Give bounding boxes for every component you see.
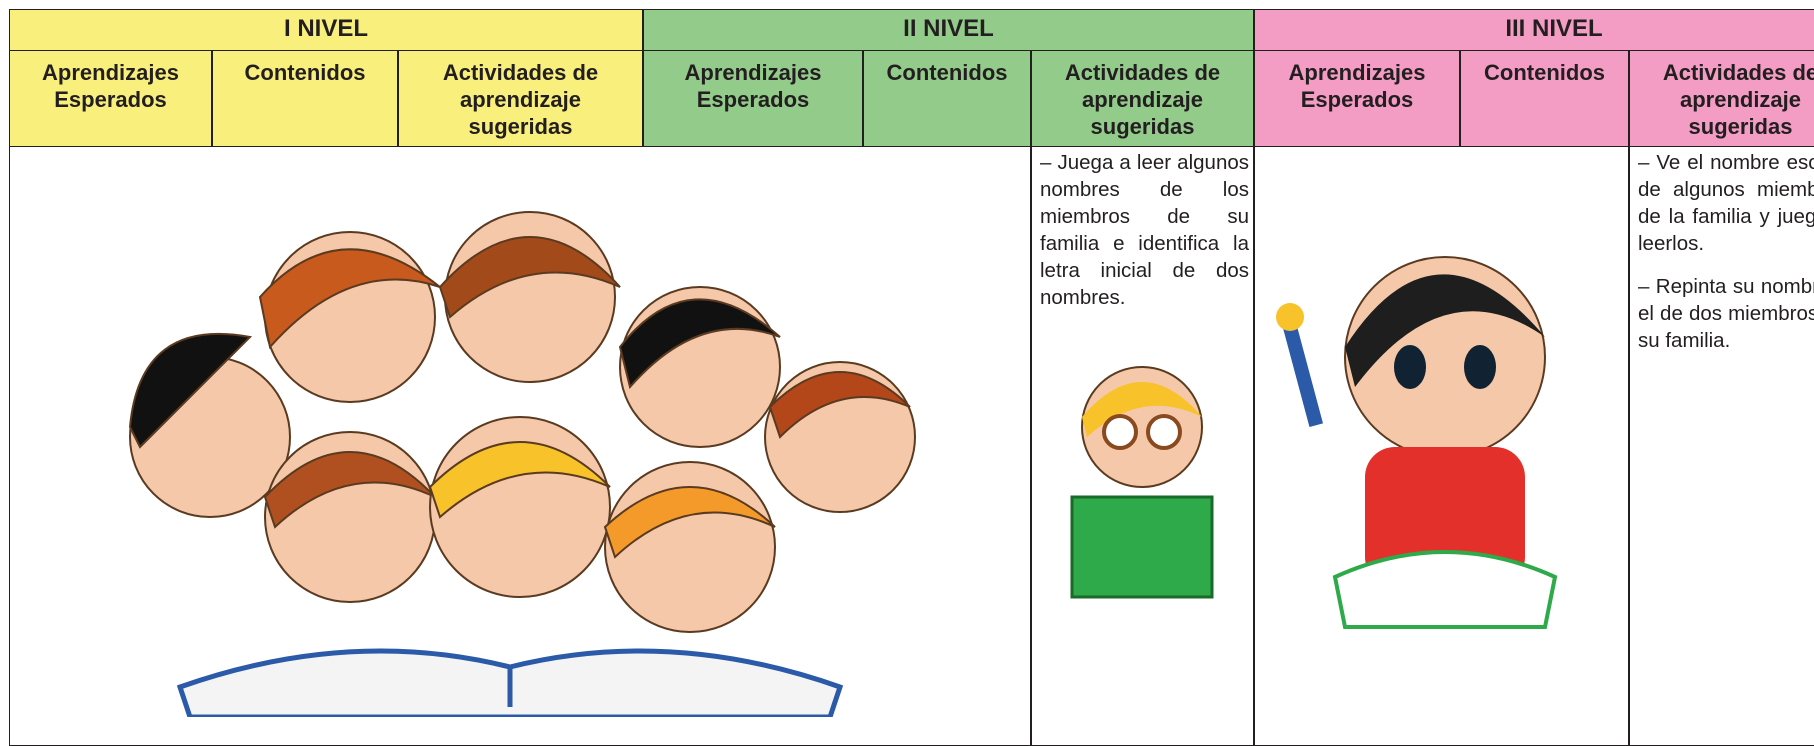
column-header: Actividades de aprendizaje sugeridas bbox=[1031, 50, 1254, 147]
activities-cell: – Juega a leer algunos nombres de los mi… bbox=[1031, 146, 1254, 746]
level-title: II NIVEL bbox=[643, 9, 1254, 51]
activity-text: – Repinta su nombre y el de dos miembros… bbox=[1638, 275, 1814, 352]
column-header: Aprendizajes Esperados bbox=[1254, 50, 1460, 147]
column-header: Contenidos bbox=[863, 50, 1031, 147]
column-header: Actividades de aprendizaje sugeridas bbox=[1629, 50, 1814, 147]
page: {"levels":[ {"title":"I NIVEL","columns"… bbox=[9, 9, 1814, 746]
activity-text: – Ve el nombre escrito de algunos miembr… bbox=[1638, 151, 1814, 255]
level-title: I NIVEL bbox=[9, 9, 643, 51]
activity-text: – Juega a leer algunos nombres de los mi… bbox=[1040, 151, 1249, 309]
children-reading-illustration bbox=[128, 211, 916, 717]
column-header: Contenidos bbox=[212, 50, 398, 147]
column-header: Contenidos bbox=[1460, 50, 1629, 147]
level-title: III NIVEL bbox=[1254, 9, 1814, 51]
column-header: Aprendizajes Esperados bbox=[643, 50, 863, 147]
boy-reading-illustration bbox=[1070, 366, 1214, 599]
boy-with-pencil-illustration bbox=[1276, 256, 1558, 629]
illustration-cell bbox=[1254, 146, 1629, 746]
column-header: Aprendizajes Esperados bbox=[9, 50, 212, 147]
activities-cell: – Ve el nombre escrito de algunos miembr… bbox=[1629, 146, 1814, 746]
column-header: Actividades de aprendizaje sugeridas bbox=[398, 50, 643, 147]
illustration-cell bbox=[9, 146, 1031, 746]
